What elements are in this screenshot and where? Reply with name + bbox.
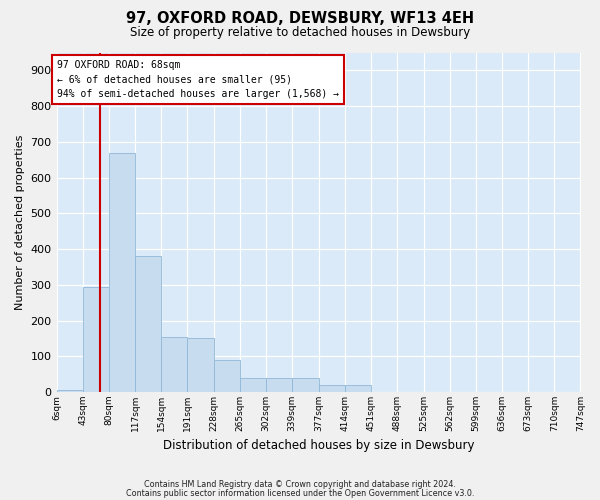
Text: Contains public sector information licensed under the Open Government Licence v3: Contains public sector information licen… [126,488,474,498]
X-axis label: Distribution of detached houses by size in Dewsbury: Distribution of detached houses by size … [163,440,474,452]
Bar [214,360,239,392]
Bar [345,385,371,392]
Bar [239,378,266,392]
Text: Size of property relative to detached houses in Dewsbury: Size of property relative to detached ho… [130,26,470,39]
Text: Contains HM Land Registry data © Crown copyright and database right 2024.: Contains HM Land Registry data © Crown c… [144,480,456,489]
Bar [109,152,135,392]
Y-axis label: Number of detached properties: Number of detached properties [15,134,25,310]
Bar [319,385,345,392]
Text: 97 OXFORD ROAD: 68sqm
← 6% of detached houses are smaller (95)
94% of semi-detac: 97 OXFORD ROAD: 68sqm ← 6% of detached h… [57,60,339,99]
Text: 97, OXFORD ROAD, DEWSBURY, WF13 4EH: 97, OXFORD ROAD, DEWSBURY, WF13 4EH [126,11,474,26]
Bar [83,286,109,392]
Bar [135,256,161,392]
Bar [161,336,187,392]
Bar [187,338,214,392]
Bar [56,390,83,392]
Bar [292,378,319,392]
Bar [266,378,292,392]
